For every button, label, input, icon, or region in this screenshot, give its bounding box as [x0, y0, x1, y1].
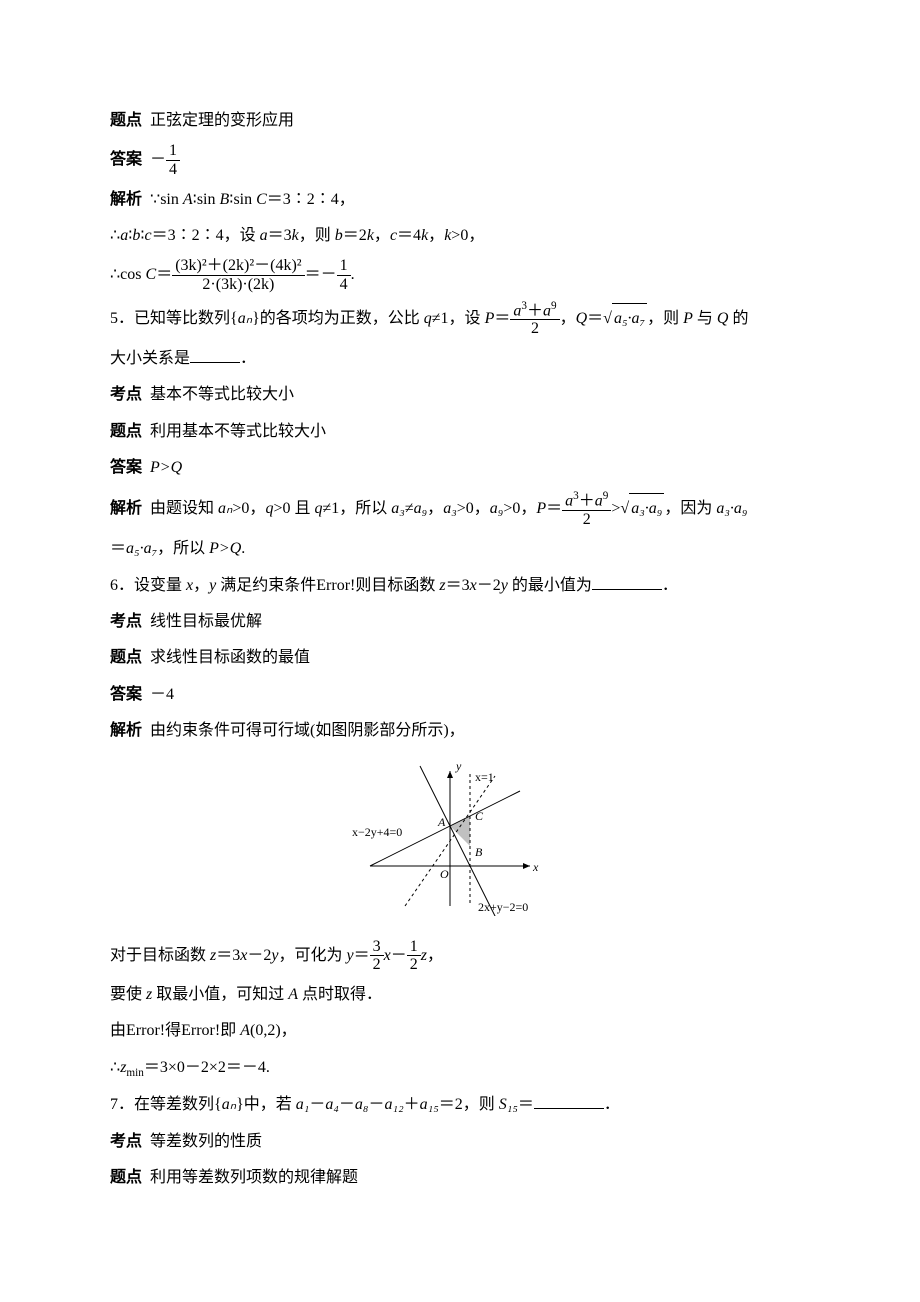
p6-exam: 考点 线性目标最优解 — [110, 607, 810, 637]
p4-sol-3: ∴cos C＝(3k)²＋(2k)²－(4k)²2·(3k)·(2k)＝－14. — [110, 257, 810, 293]
topic-label: 题点 — [110, 1169, 142, 1186]
fill-blank — [534, 1092, 604, 1109]
fill-blank — [190, 346, 240, 363]
p7-exam: 考点 等差数列的性质 — [110, 1127, 810, 1157]
exam-label: 考点 — [110, 386, 142, 403]
p4-sol-1: 解析 ∵sin A∶sin B∶sin C＝3∶2∶4， — [110, 185, 810, 215]
topic-text: 正弦定理的变形应用 — [150, 112, 294, 129]
answer-frac: 14 — [166, 142, 180, 178]
p5-topic: 题点 利用基本不等式比较大小 — [110, 417, 810, 447]
p6-topic: 题点 求线性目标函数的最值 — [110, 643, 810, 673]
svg-text:B: B — [475, 845, 483, 859]
svg-text:C: C — [475, 809, 484, 823]
p6-sol-3: 要使 z 取最小值，可知过 A 点时取得． — [110, 980, 810, 1010]
svg-text:2x+y−2=0: 2x+y−2=0 — [478, 900, 528, 914]
p6-sol-1: 解析 由约束条件可得可行域(如图阴影部分所示)， — [110, 716, 810, 746]
cos-frac: (3k)²＋(2k)²－(4k)²2·(3k)·(2k) — [172, 257, 304, 293]
answer-sign: － — [150, 151, 166, 168]
fill-blank — [592, 573, 662, 590]
p6-sol-4: 由Error!得Error!即 A(0,2)， — [110, 1016, 810, 1046]
p7-question: 7．在等差数列{aₙ}中，若 a₁－a₄－a₈－a₁₂＋a₁₅＝2，则 S₁₅＝… — [110, 1090, 810, 1120]
p6-sol-5: ∴zmin＝3×0－2×2＝－4. — [110, 1053, 810, 1084]
svg-text:A: A — [437, 815, 446, 829]
p5-sol-1: 解析 由题设知 aₙ>0，q>0 且 q≠1，所以 a₃≠a₉，a₃>0，a₉>… — [110, 490, 810, 529]
svg-text:x−2y+4=0: x−2y+4=0 — [352, 825, 402, 839]
p5-answer: 答案 P>Q — [110, 453, 810, 483]
answer-label: 答案 — [110, 459, 142, 476]
solution-label: 解析 — [110, 722, 142, 739]
answer-label: 答案 — [110, 686, 142, 703]
p6-answer: 答案 －4 — [110, 680, 810, 710]
p4-sol-2: ∴a∶b∶c＝3∶2∶4，设 a＝3k，则 b＝2k，c＝4k，k>0， — [110, 221, 810, 251]
solution-label: 解析 — [110, 500, 142, 517]
error-text: Error! — [181, 1022, 220, 1039]
p5-exam: 考点 基本不等式比较大小 — [110, 380, 810, 410]
topic-label: 题点 — [110, 649, 142, 666]
p7-topic: 题点 利用等差数列项数的规律解题 — [110, 1163, 810, 1193]
p6-sol-2: 对于目标函数 z＝3x－2y，可化为 y＝32x－12z， — [110, 938, 810, 974]
svg-text:O: O — [440, 867, 449, 881]
svg-text:x=1: x=1 — [475, 770, 494, 784]
sqrt: √a₅·a₇ — [603, 303, 647, 334]
error-text: Error! — [316, 577, 355, 594]
p4-topic: 题点 正弦定理的变形应用 — [110, 106, 810, 136]
feasible-region-diagram: y x O A B C x=1 x−2y+4=0 2x+y−2=0 — [110, 756, 810, 927]
solution-label: 解析 — [110, 191, 142, 208]
exam-label: 考点 — [110, 613, 142, 630]
svg-text:x: x — [532, 860, 539, 874]
document-page: 题点 正弦定理的变形应用 答案 －14 解析 ∵sin A∶sin B∶sin … — [0, 0, 920, 1279]
p4-answer: 答案 －14 — [110, 142, 810, 178]
p6-question: 6．设变量 x，y 满足约束条件Error!则目标函数 z＝3x－2y 的最小值… — [110, 571, 810, 601]
topic-label: 题点 — [110, 112, 142, 129]
svg-text:y: y — [455, 759, 462, 773]
error-text: Error! — [126, 1022, 165, 1039]
answer-label: 答案 — [110, 151, 142, 168]
exam-label: 考点 — [110, 1133, 142, 1150]
p5-question: 5．已知等比数列{aₙ}的各项均为正数，公比 q≠1，设 P＝a3＋a92，Q＝… — [110, 300, 810, 339]
topic-label: 题点 — [110, 423, 142, 440]
diagram-svg: y x O A B C x=1 x−2y+4=0 2x+y−2=0 — [350, 756, 570, 916]
p5-sol-2: ＝a₅·a₇，所以 P>Q. — [110, 534, 810, 564]
p5-question-2: 大小关系是． — [110, 344, 810, 374]
